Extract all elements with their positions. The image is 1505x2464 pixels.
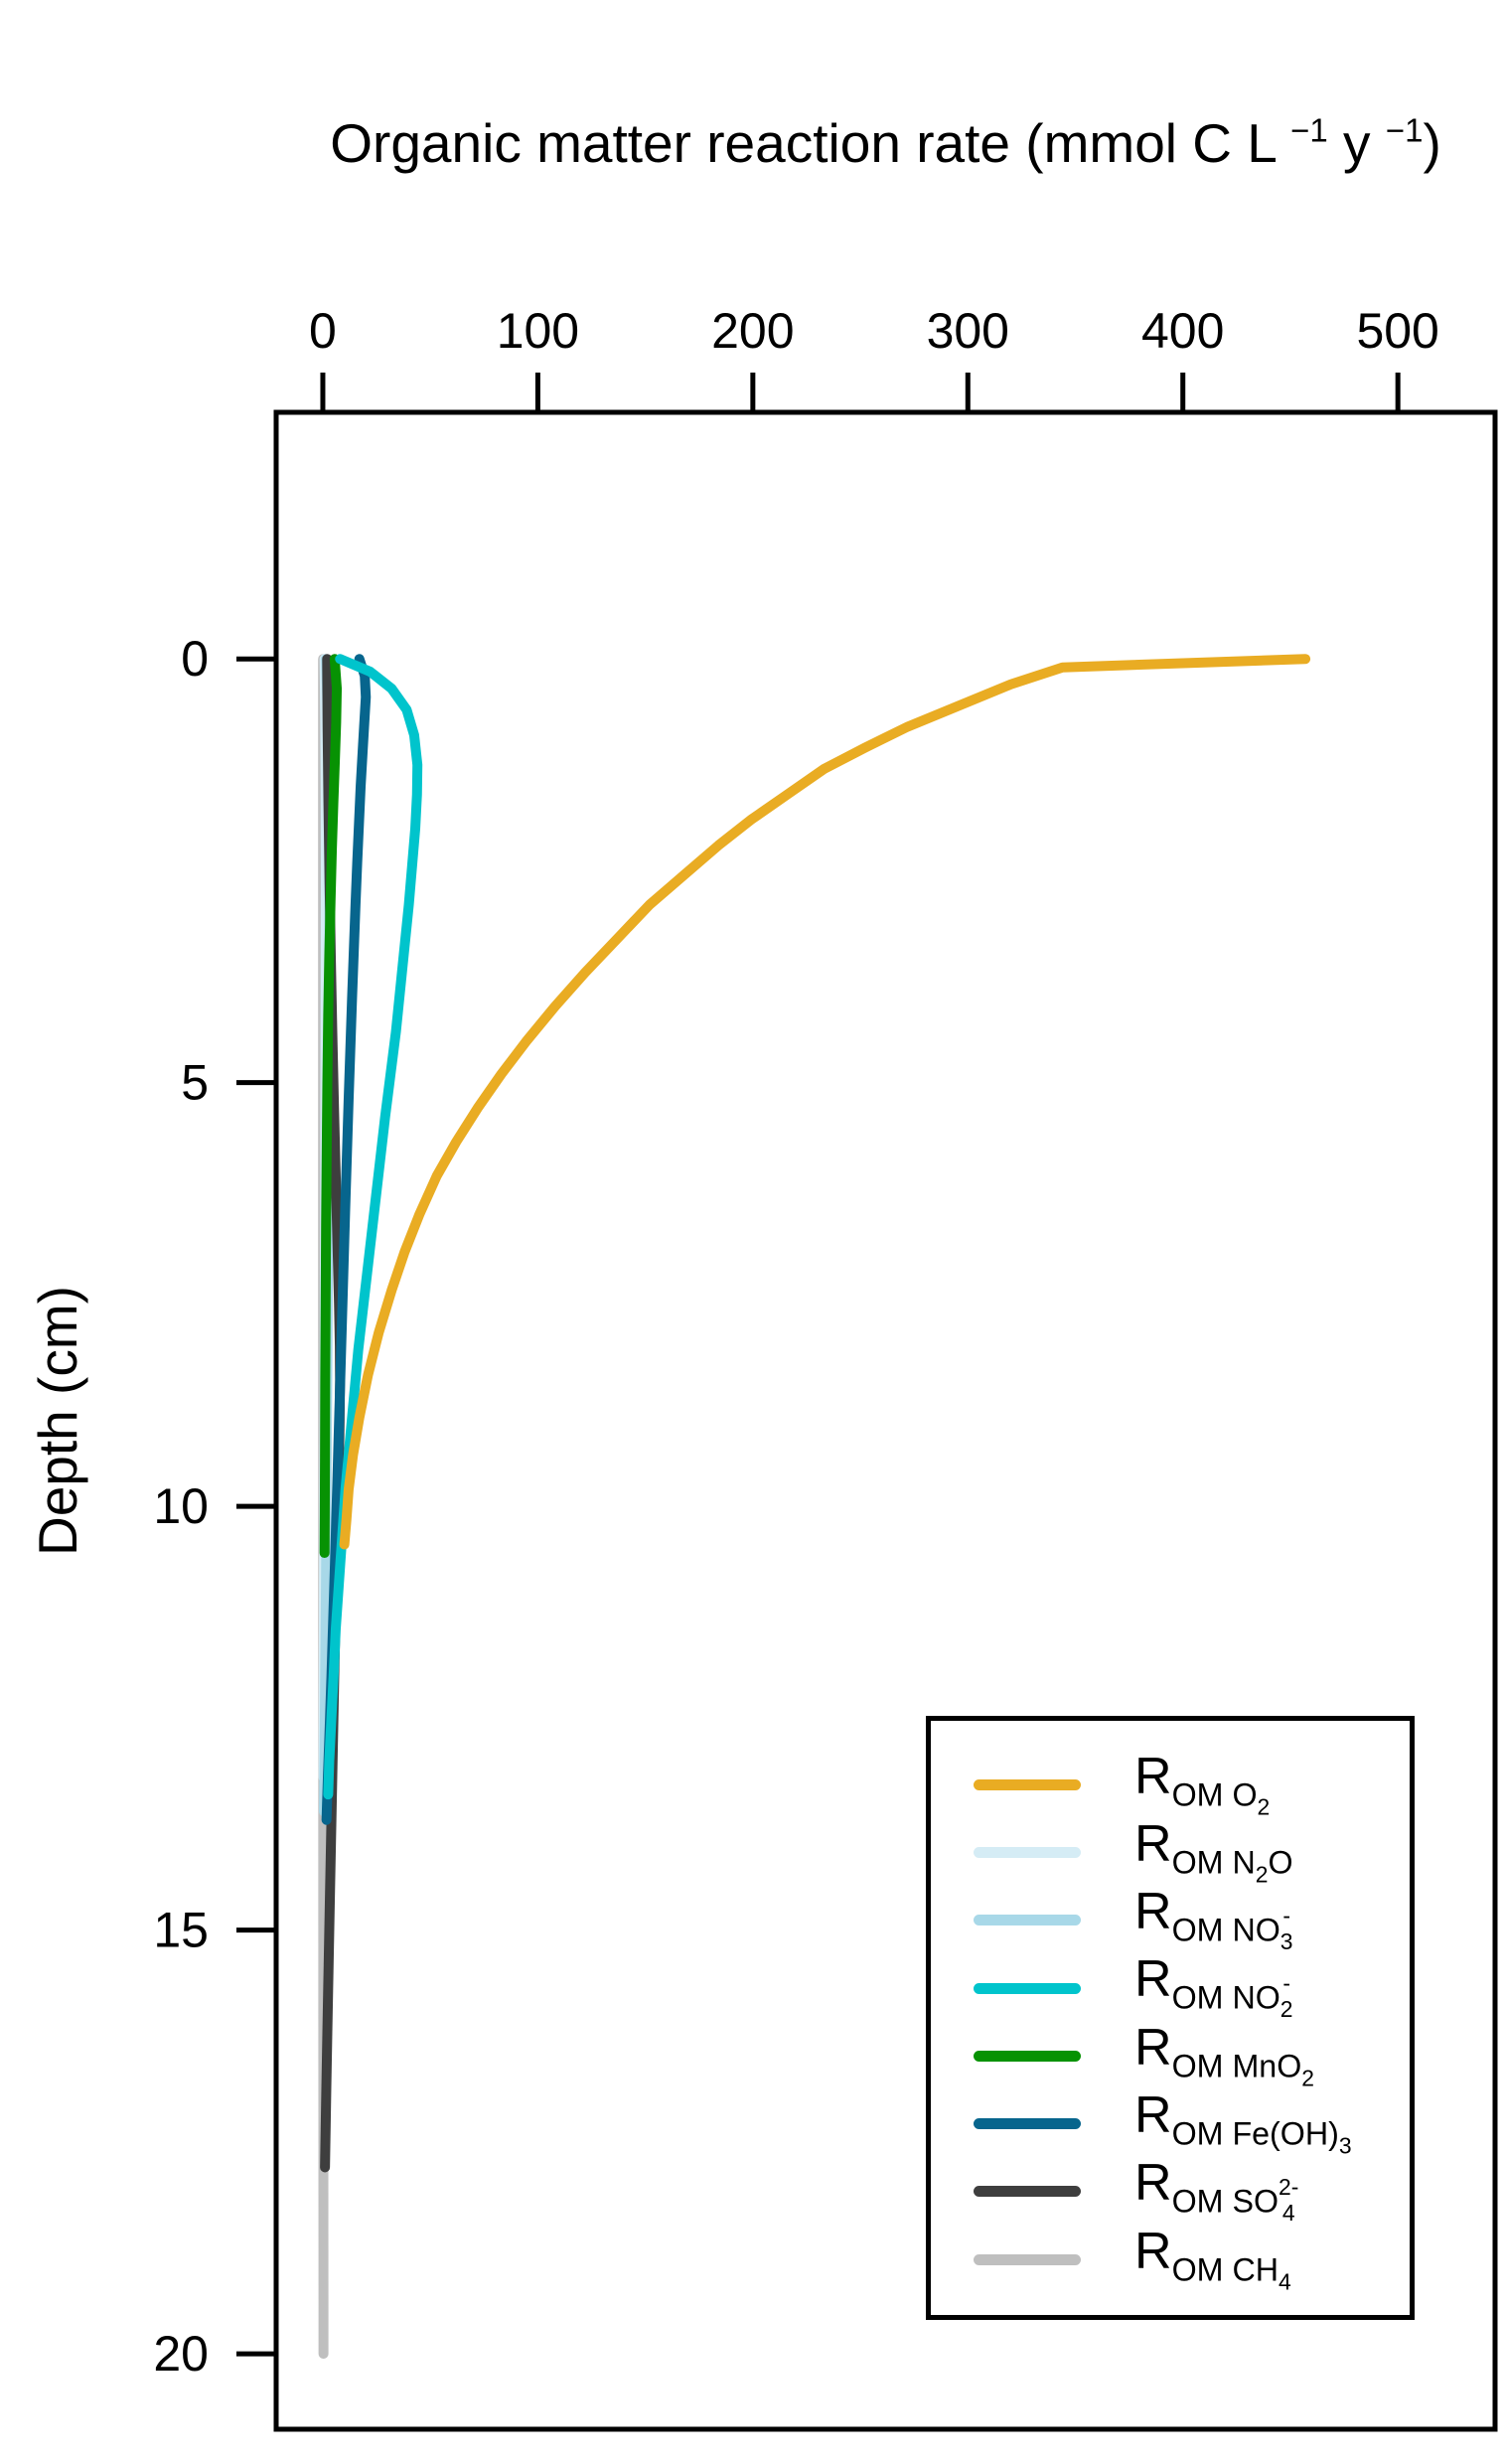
label-segment-sub: O: [1268, 1844, 1293, 1881]
legend-label: ROM SO 2- 4: [1134, 2157, 1298, 2226]
label-segment-sub: OM N: [1171, 1844, 1256, 1881]
legend-entry: ROM CH4: [931, 2226, 1410, 2293]
legend-label: ROM N2O: [1134, 1818, 1293, 1887]
plot-frame: [273, 409, 1498, 2432]
legend-entry: ROM Fe(OH)3: [931, 2089, 1410, 2158]
legend-swatch-om-no2: [974, 1982, 1081, 1994]
y-tick-label: 0: [181, 631, 209, 687]
legend-label: ROM NO -2: [1134, 1953, 1293, 2022]
series-line-om-mno2: [319, 654, 343, 1559]
label-segment-base: R: [1134, 2086, 1172, 2145]
label-segment-base: R: [1134, 2019, 1172, 2078]
series-line-om-o2: [339, 654, 1311, 1550]
legend-swatch-om-n2o: [974, 1846, 1081, 1858]
label-segment-sub: OM O: [1171, 1776, 1258, 1813]
x-tick-label: 200: [711, 303, 794, 359]
legend-entry: ROM MnO2: [931, 2022, 1410, 2089]
label-segment-sub: OM NO: [1171, 1912, 1280, 1948]
legend-label: ROM MnO2: [1134, 2022, 1314, 2090]
legend-entry: ROM SO 2- 4: [931, 2157, 1410, 2226]
legend-entry: ROM NO -2: [931, 1953, 1410, 2022]
y-tick-label: 20: [153, 2326, 209, 2382]
x-tick-label: 300: [927, 303, 1009, 359]
label-segment-base: R: [1134, 1950, 1172, 2009]
legend-swatch-om-o2: [974, 1778, 1081, 1790]
legend-label: ROM Fe(OH)3: [1134, 2089, 1352, 2158]
label-segment-stack: -3: [1279, 1903, 1293, 1954]
label-segment-base: R: [1134, 1815, 1172, 1874]
label-segment-sub: OM SO: [1171, 2183, 1279, 2220]
label-segment-stack: 2- 4: [1279, 2174, 1299, 2226]
label-segment-base: R: [1134, 1747, 1172, 1805]
label-segment-sub: OM NO: [1171, 1979, 1280, 2016]
x-tick-label: 400: [1141, 303, 1224, 359]
label-segment-subsub: 2: [1255, 1861, 1269, 1888]
legend: ROM O2 ROM N2O ROM NO -3 ROM NO -2 ROM MnO2 ROM…: [926, 1716, 1415, 2320]
legend-swatch-om-mno2: [974, 2050, 1081, 2062]
legend-label: ROM O2: [1134, 1751, 1270, 1819]
label-segment-sup: −1: [1385, 111, 1424, 149]
label-segment-base: R: [1134, 1883, 1172, 1941]
x-tick-label: 0: [309, 303, 337, 359]
legend-swatch-om-so4: [974, 2186, 1081, 2198]
legend-swatch-om-feoh3: [974, 2118, 1081, 2130]
legend-label: ROM CH4: [1134, 2226, 1291, 2294]
x-axis-title: Organic matter reaction rate (mmol C L −…: [276, 111, 1495, 175]
label-segment-base: Organic matter reaction rate (mmol C L: [330, 112, 1291, 174]
label-segment-sub: OM MnO: [1171, 2048, 1302, 2084]
label-segment-subsub: 4: [1279, 2268, 1291, 2295]
label-segment-subsub: 3: [1338, 2133, 1352, 2160]
x-tick-label: 100: [497, 303, 579, 359]
label-segment-subsub: 2: [1301, 2065, 1315, 2091]
x-tick-label: 500: [1356, 303, 1438, 359]
legend-label: ROM NO -3: [1134, 1886, 1293, 1954]
label-segment-base: R: [1134, 2154, 1172, 2213]
y-tick-label: 10: [153, 1478, 209, 1534]
series-line-om-no2: [323, 654, 423, 1800]
label-segment-base: ): [1423, 112, 1441, 174]
y-tick-label: 15: [153, 1903, 209, 1958]
legend-swatch-om-no3: [974, 1915, 1081, 1926]
legend-entry: ROM NO -3: [931, 1886, 1410, 1954]
y-tick-label: 5: [181, 1055, 209, 1111]
legend-swatch-om-ch4: [974, 2253, 1081, 2265]
label-segment-base: y: [1327, 112, 1386, 174]
label-segment-sup: −1: [1290, 111, 1328, 149]
legend-entry: ROM O2: [931, 1751, 1410, 1818]
label-segment-stack: -2: [1279, 1970, 1293, 2023]
legend-entry: ROM N2O: [931, 1818, 1410, 1886]
label-segment-sub: OM Fe(OH): [1171, 2115, 1339, 2152]
label-segment-base: R: [1134, 2222, 1172, 2280]
label-segment-subsub: 2: [1257, 1793, 1271, 1820]
label-segment-sub: OM CH: [1171, 2251, 1279, 2288]
